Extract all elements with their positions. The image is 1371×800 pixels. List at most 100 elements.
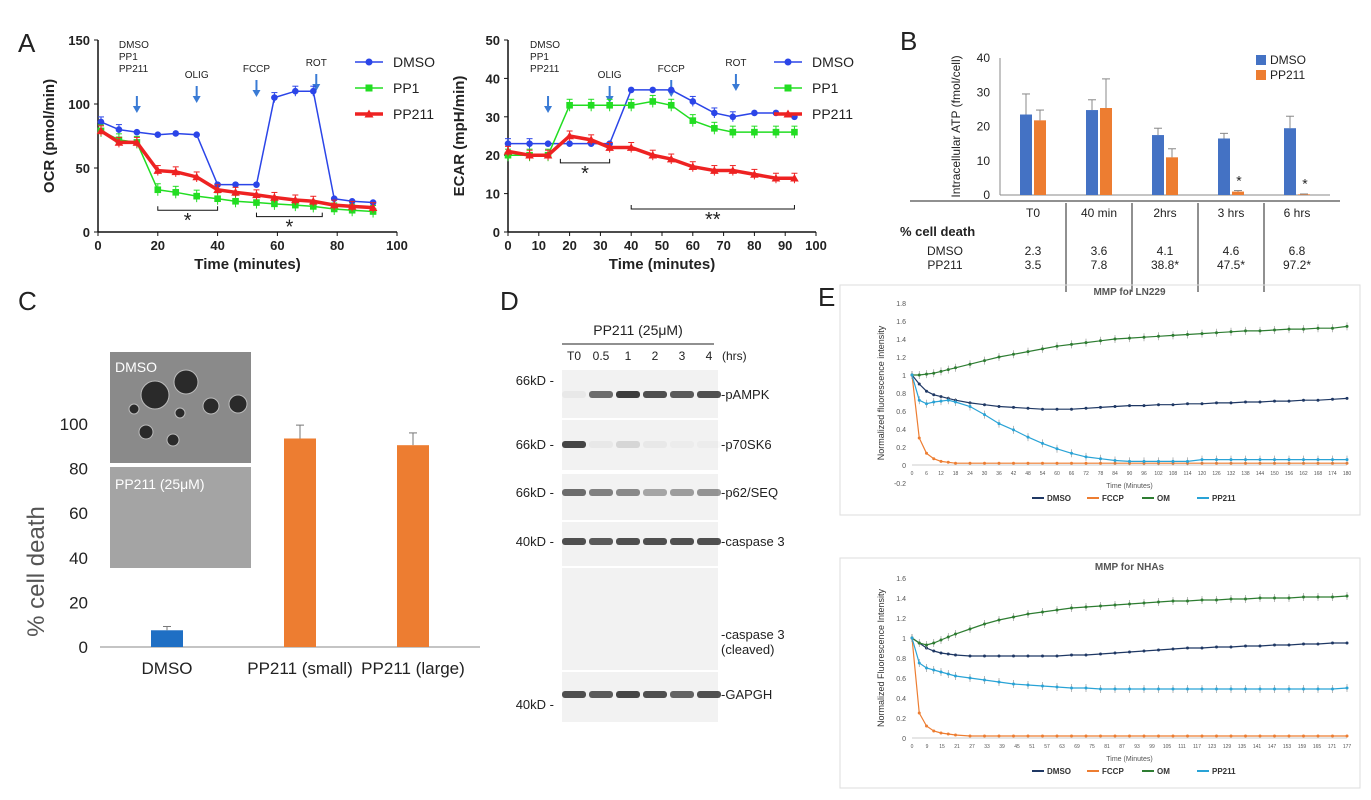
data-point <box>925 724 928 728</box>
data-point <box>1302 458 1305 462</box>
cell-sphere <box>202 397 220 415</box>
data-point <box>1113 459 1117 462</box>
blot-band <box>616 441 640 448</box>
blot-band <box>670 538 694 545</box>
data-point <box>932 457 936 461</box>
x-axis-label: Time (Minutes) <box>1106 483 1152 490</box>
data-point-pp211 <box>503 147 513 155</box>
protein-label: -pAMPK <box>721 387 770 402</box>
x-tick-label: 153 <box>1283 744 1292 750</box>
blot-band <box>697 489 721 496</box>
data-point <box>1142 649 1146 653</box>
x-tick-label: 20 <box>562 238 576 253</box>
data-point <box>1345 734 1349 738</box>
data-point <box>1070 461 1073 465</box>
significance-star: ** <box>705 209 721 231</box>
legend-label: PP211 <box>1212 494 1236 503</box>
y-tick-label: 0.2 <box>896 716 906 723</box>
data-point-dmso <box>172 130 180 137</box>
data-point <box>939 395 943 399</box>
blot-band <box>616 691 640 698</box>
data-point <box>1200 598 1204 602</box>
data-point <box>1302 734 1305 738</box>
data-point <box>1128 404 1131 408</box>
injection-label: PP211 <box>530 64 560 75</box>
data-point <box>1345 324 1349 328</box>
x-tick-label: 24 <box>967 471 973 477</box>
data-point-pp1 <box>292 201 299 209</box>
x-tick-label: 132 <box>1227 471 1236 477</box>
data-point <box>1157 687 1160 691</box>
data-point <box>1200 402 1204 406</box>
y-axis-label: Intracellular ATP (fmol/cell) <box>949 55 963 197</box>
x-tick-label: 144 <box>1256 471 1265 477</box>
y-axis-label: ECAR (mpH/min) <box>451 76 468 197</box>
blot-band <box>697 538 721 545</box>
data-point-pp211 <box>368 203 378 211</box>
data-point <box>1041 347 1044 351</box>
data-point <box>1070 342 1073 346</box>
data-point <box>1012 352 1015 356</box>
x-tick-label: 69 <box>1074 744 1080 750</box>
data-point-pp211 <box>96 126 106 135</box>
data-point <box>910 373 914 377</box>
table-cell: 38.8* <box>1151 258 1179 272</box>
x-tick-label: 6 <box>925 471 928 477</box>
y-tick-label: 0.4 <box>896 427 906 434</box>
data-point <box>932 649 936 653</box>
data-point <box>932 393 936 397</box>
x-tick-label: 100 <box>805 238 827 253</box>
data-point <box>1302 642 1305 646</box>
bar-pp211 <box>1232 191 1244 195</box>
data-point <box>917 398 921 402</box>
data-point-pp1 <box>232 197 239 205</box>
blot-band <box>643 691 667 698</box>
panel-letter-b: B <box>900 26 917 56</box>
data-point-dmso <box>253 181 260 188</box>
y-tick-label: 80 <box>69 460 88 479</box>
data-point <box>1070 407 1073 411</box>
data-point-pp211 <box>329 200 339 209</box>
data-point <box>1012 654 1015 658</box>
mmp-nha-frame <box>839 557 1361 789</box>
data-point <box>1316 687 1320 691</box>
data-point <box>1244 644 1247 648</box>
injection-arrow-head <box>731 84 740 91</box>
data-point-pp211 <box>543 150 553 159</box>
injection-arrow-head <box>132 106 141 113</box>
data-point <box>1200 458 1204 462</box>
data-point <box>1055 654 1059 658</box>
data-point <box>1128 650 1131 654</box>
x-tick-label: 54 <box>1040 471 1046 477</box>
x-tick-label: 33 <box>984 744 990 750</box>
x-tick-label: 81 <box>1104 744 1110 750</box>
x-tick-label: 117 <box>1193 744 1201 750</box>
injection-label: FCCP <box>658 64 686 75</box>
data-point <box>925 389 928 393</box>
treatment-label: PP211 (25μM) <box>593 322 683 338</box>
data-point <box>1215 645 1218 649</box>
data-point <box>939 670 943 674</box>
x-tick-label: 114 <box>1184 471 1192 477</box>
data-point-pp211 <box>153 166 163 174</box>
data-point <box>1157 459 1160 463</box>
data-point <box>997 422 1001 426</box>
bar-dmso <box>1284 128 1296 195</box>
y-tick-label: 10 <box>486 187 500 202</box>
data-point <box>1055 685 1059 689</box>
x-tick-label: 21 <box>954 744 960 750</box>
data-point <box>1012 461 1015 465</box>
x-tick-label: 123 <box>1208 744 1217 750</box>
legend-marker <box>365 84 373 92</box>
y-tick-label: 100 <box>60 415 88 434</box>
data-point-pp211 <box>688 162 698 171</box>
data-point-pp211 <box>728 166 738 174</box>
data-point <box>1171 599 1175 603</box>
data-point <box>1142 459 1146 463</box>
western-blot: PP211 (25μM) T0 0.5 1 2 3 4 (hrs) -pAMPK 66kD - -p… <box>516 322 785 722</box>
data-point <box>1244 458 1247 462</box>
data-point <box>1099 734 1102 738</box>
cell-sphere <box>128 403 140 415</box>
x-tick-label: 120 <box>1198 471 1207 477</box>
x-tick-label: 165 <box>1313 744 1322 750</box>
